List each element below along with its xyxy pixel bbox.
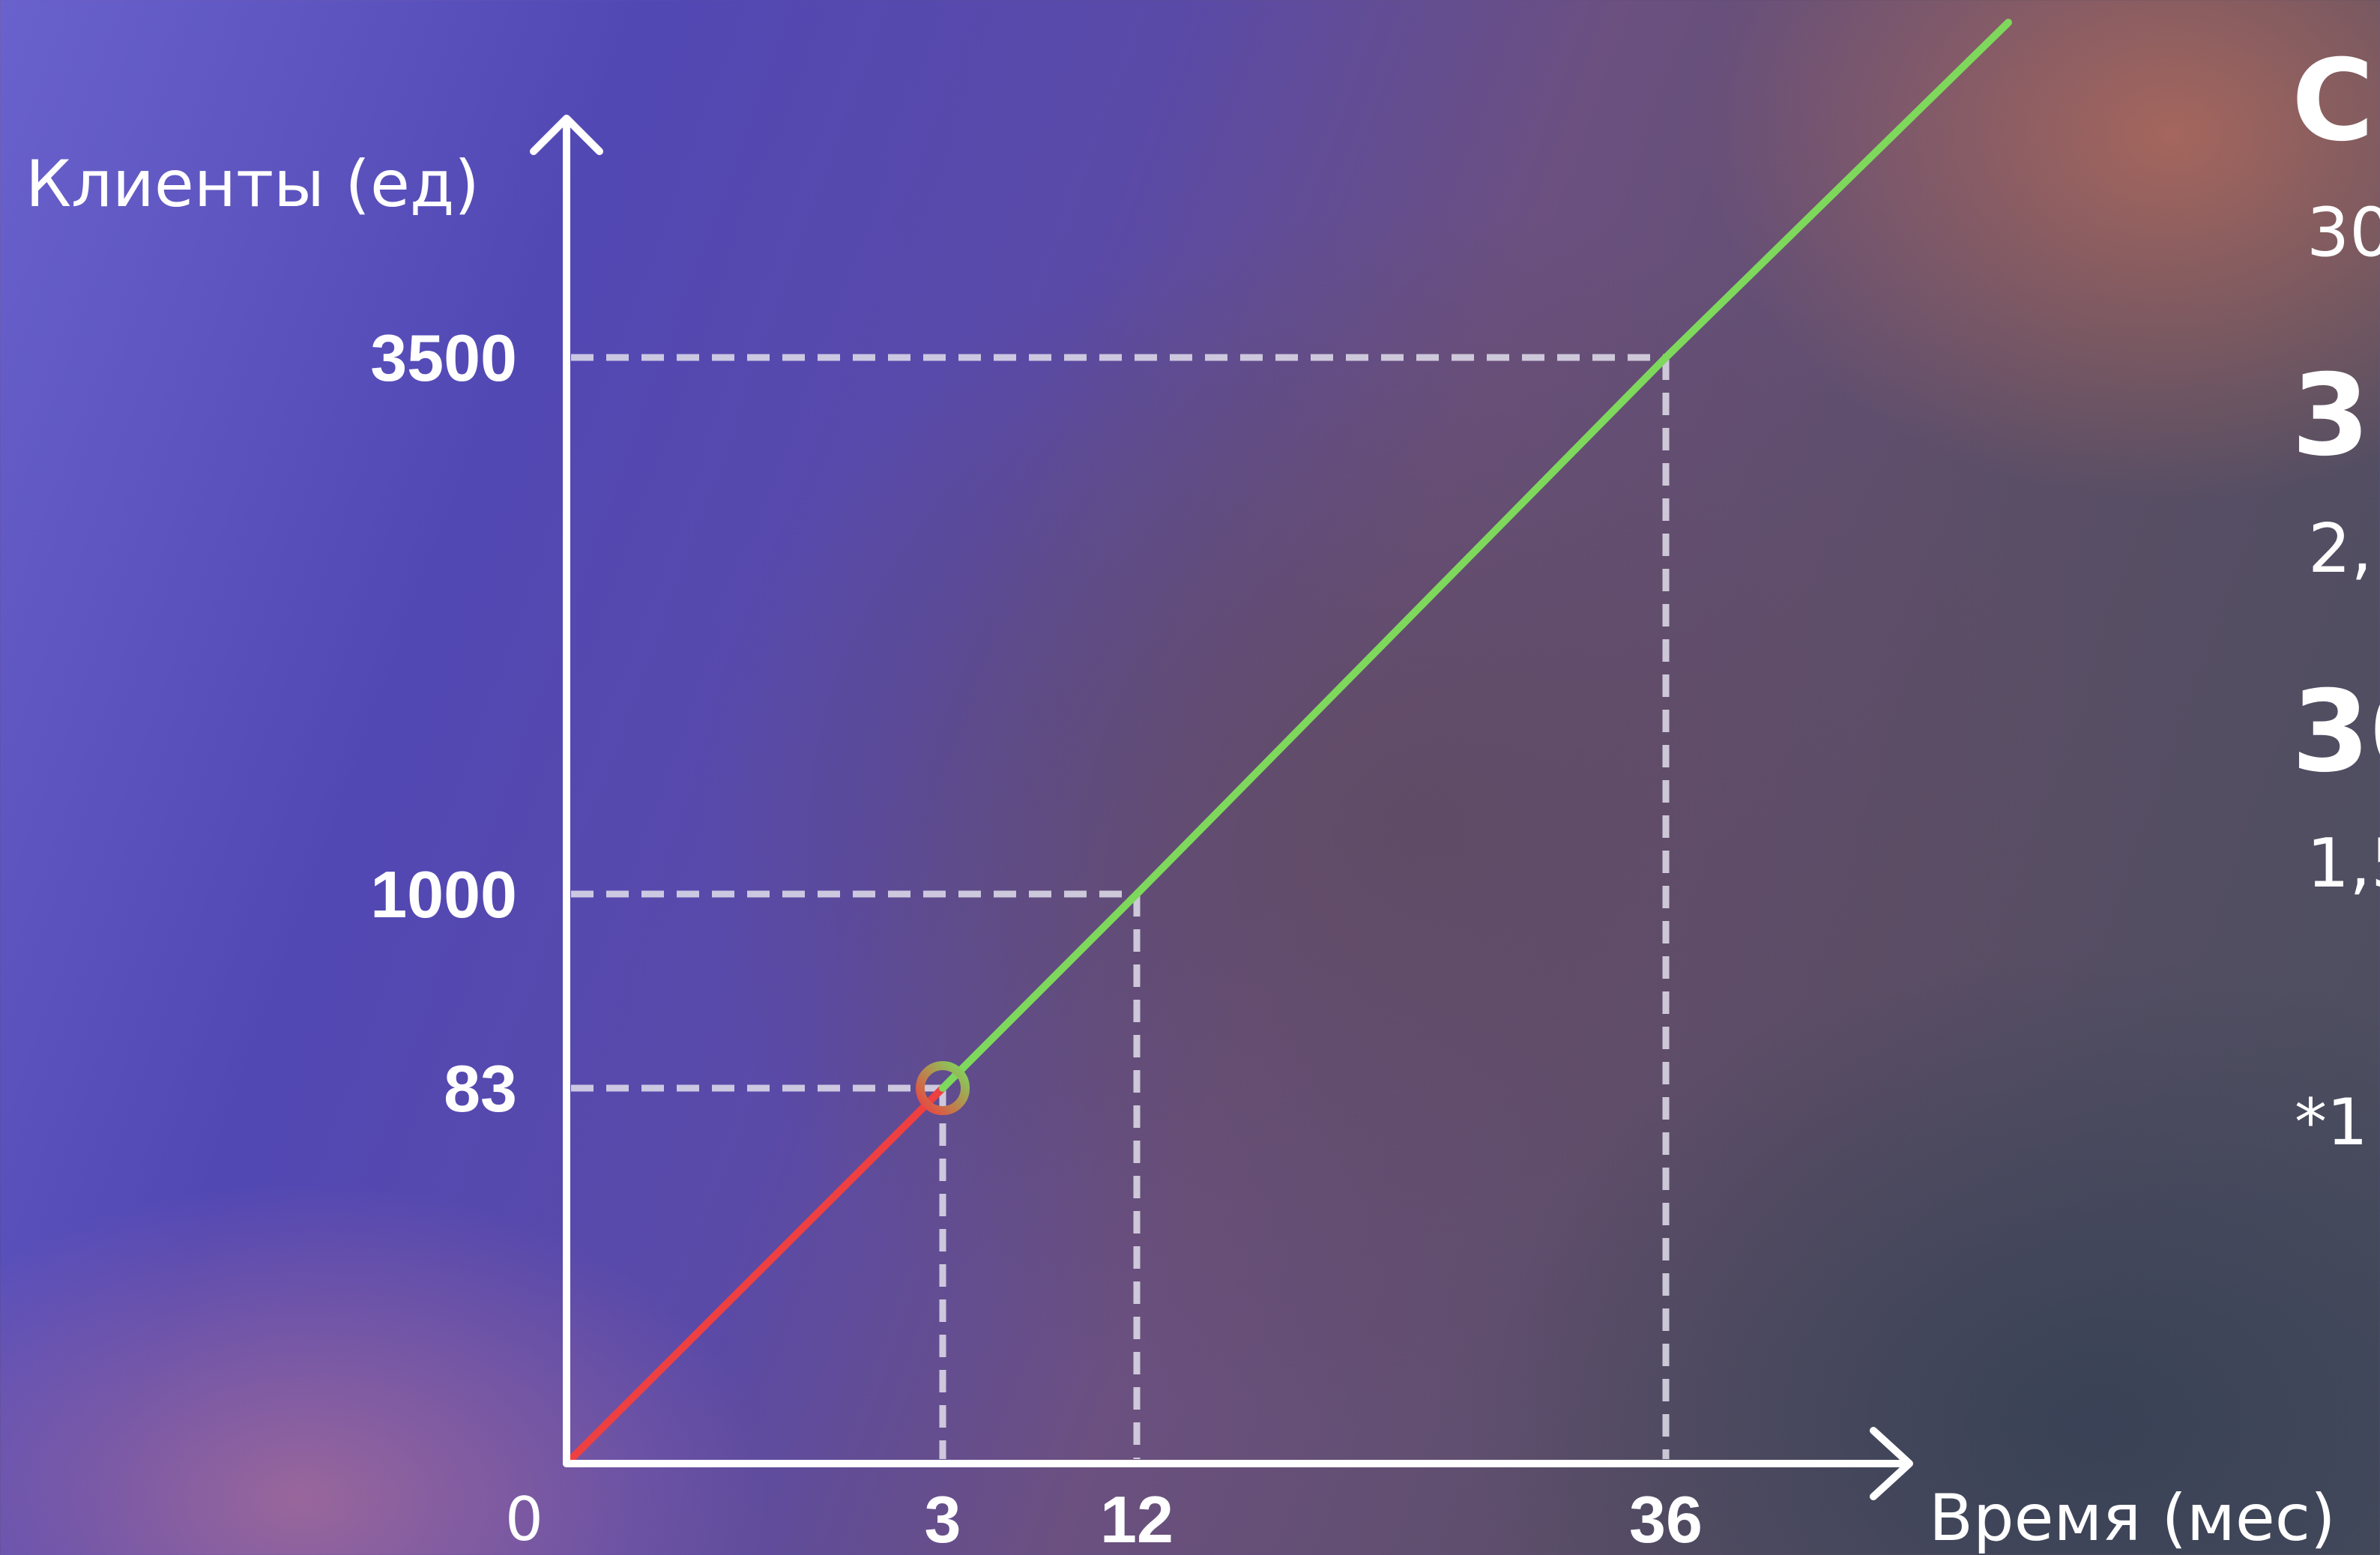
- side-line-1: 30: [2307, 193, 2380, 272]
- side-line-3: 1,5: [2307, 824, 2380, 903]
- y-tick-label-1: 1000: [370, 857, 517, 932]
- side-value-1: 3: [2292, 351, 2370, 481]
- side-line-2: 2,: [2308, 510, 2373, 588]
- side-value-2: 30: [2292, 667, 2380, 797]
- marker-layer: [916, 1061, 970, 1115]
- series-line-0: [563, 1084, 946, 1467]
- guide-lines: [571, 354, 1670, 1459]
- transition-marker: [916, 1061, 970, 1115]
- side-footnote: *1: [2295, 1085, 2368, 1160]
- tick-labels: 3 12 36 83 1000 3500: [370, 321, 1703, 1555]
- x-axis-title: Время (мес): [1929, 1481, 2336, 1555]
- series-line-1: [939, 19, 2012, 1092]
- x-tick-label-0: 3: [925, 1482, 961, 1555]
- x-axis-arrow: [1870, 1427, 1913, 1500]
- y-tick-label-0: 83: [444, 1051, 517, 1126]
- x-tick-label-2: 36: [1629, 1482, 1703, 1555]
- y-axis-title: Клиенты (ед): [25, 147, 480, 222]
- x-tick-label-1: 12: [1100, 1482, 1174, 1555]
- origin-label: 0: [505, 1485, 543, 1554]
- series-lines: [563, 19, 2012, 1467]
- y-tick-label-2: 3500: [370, 321, 517, 395]
- y-axis-arrow: [530, 115, 603, 155]
- side-heading: С: [2292, 36, 2375, 166]
